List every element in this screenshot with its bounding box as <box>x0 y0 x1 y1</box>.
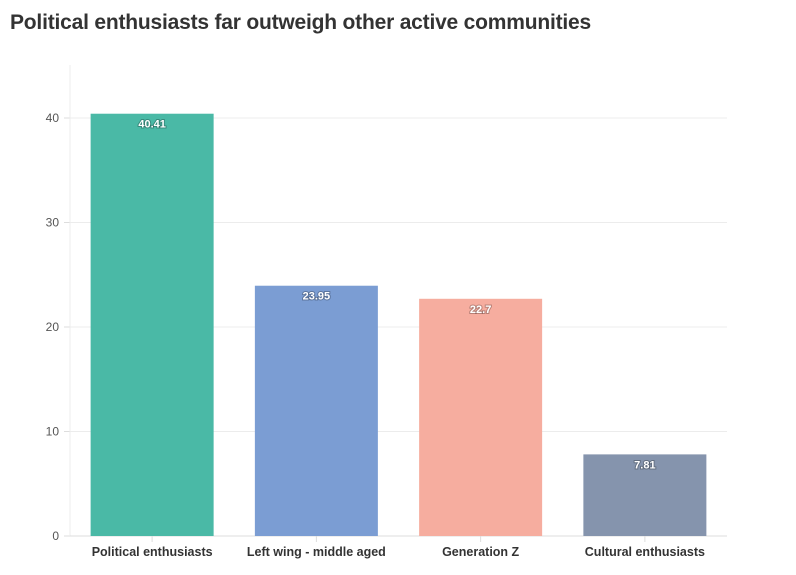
bar <box>583 454 707 536</box>
data-label: 22.7 <box>470 304 491 316</box>
y-tick-label: 10 <box>46 425 60 439</box>
bar <box>419 298 543 536</box>
y-tick-label: 20 <box>46 320 60 334</box>
y-tick-label: 40 <box>46 111 60 125</box>
data-label: 23.95 <box>303 291 331 303</box>
chart-title: Political enthusiasts far outweigh other… <box>10 11 591 34</box>
data-label: 40.41 <box>138 119 166 131</box>
x-tick-label: Generation Z <box>442 545 519 559</box>
x-tick-label: Cultural enthusiasts <box>585 545 705 559</box>
y-tick-label: 0 <box>52 529 59 543</box>
x-tick-label: Left wing - middle aged <box>247 545 386 559</box>
data-label: 7.81 <box>634 459 655 471</box>
bar <box>254 285 378 536</box>
x-tick-label: Political enthusiasts <box>92 545 213 559</box>
bar <box>90 113 214 536</box>
y-tick-label: 30 <box>46 216 60 230</box>
